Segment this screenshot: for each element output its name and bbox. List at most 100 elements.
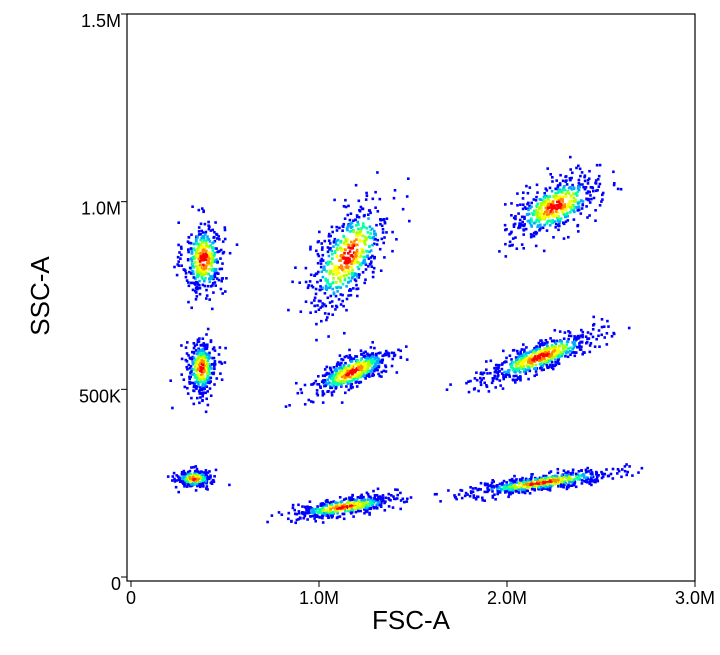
data-point — [542, 212, 546, 216]
data-point — [519, 375, 522, 378]
data-point — [542, 216, 546, 220]
data-point — [330, 391, 334, 394]
data-point — [490, 485, 494, 489]
data-point — [363, 241, 366, 244]
data-point — [351, 255, 355, 259]
data-point — [376, 171, 379, 174]
data-point — [526, 356, 530, 360]
data-point — [543, 352, 546, 356]
data-point — [221, 262, 224, 265]
data-point — [192, 346, 196, 350]
data-point — [340, 503, 343, 507]
data-point — [348, 354, 352, 357]
data-point — [295, 512, 298, 516]
data-point — [383, 236, 386, 239]
data-point — [365, 237, 368, 240]
data-point — [517, 488, 521, 492]
data-point — [373, 255, 376, 259]
data-point — [392, 495, 395, 498]
data-point — [350, 504, 354, 507]
data-point — [342, 274, 346, 277]
data-point — [560, 483, 563, 486]
data-point — [210, 277, 213, 280]
data-point — [204, 345, 207, 348]
data-point — [516, 352, 520, 355]
data-point — [307, 509, 310, 513]
data-point — [319, 259, 322, 262]
data-point — [593, 345, 597, 348]
data-point — [314, 510, 318, 513]
data-point — [588, 190, 591, 194]
data-point — [211, 246, 215, 249]
data-point — [556, 471, 560, 475]
data-point — [194, 264, 198, 268]
data-point — [554, 345, 557, 348]
data-point — [533, 367, 536, 370]
data-point — [371, 275, 375, 279]
data-point — [600, 318, 604, 321]
data-point — [495, 363, 498, 367]
data-point — [338, 354, 342, 357]
data-point — [197, 349, 200, 352]
data-point — [338, 259, 341, 262]
data-point — [499, 384, 502, 387]
data-point — [198, 273, 202, 276]
data-point — [514, 368, 517, 371]
data-point — [368, 225, 372, 228]
data-point — [373, 365, 376, 368]
data-point — [371, 366, 374, 370]
data-point — [316, 280, 319, 284]
data-point — [403, 500, 406, 504]
data-point — [579, 334, 582, 338]
data-point — [205, 385, 209, 388]
data-point — [191, 362, 195, 366]
data-point — [189, 365, 193, 368]
data-point — [560, 210, 564, 213]
data-point — [609, 472, 613, 476]
data-point — [555, 339, 558, 343]
data-point — [175, 479, 178, 482]
data-point — [623, 469, 627, 473]
data-point — [492, 480, 495, 483]
data-point — [543, 347, 546, 350]
data-point — [378, 501, 381, 504]
data-point — [352, 219, 355, 222]
data-point — [544, 476, 547, 480]
data-point — [573, 354, 577, 358]
data-point — [545, 204, 549, 207]
data-point — [336, 269, 340, 272]
data-point — [391, 230, 394, 234]
data-point — [597, 334, 600, 338]
data-point — [539, 350, 543, 353]
data-point — [349, 386, 353, 390]
data-point — [515, 487, 518, 491]
data-point — [534, 363, 538, 367]
data-point — [280, 513, 284, 516]
data-point — [580, 345, 583, 349]
data-point — [515, 358, 518, 361]
data-point — [481, 498, 484, 502]
data-point — [555, 194, 558, 197]
data-point — [347, 204, 350, 208]
data-point — [367, 213, 370, 216]
data-point — [173, 265, 176, 269]
data-point — [203, 222, 207, 226]
data-point — [535, 218, 539, 221]
data-point — [546, 341, 549, 344]
data-point — [359, 502, 362, 505]
data-point — [352, 357, 356, 360]
data-point — [390, 351, 394, 355]
data-point — [530, 201, 533, 205]
data-point — [573, 200, 577, 203]
data-point — [208, 378, 211, 381]
data-point — [539, 223, 542, 227]
data-point — [266, 520, 269, 524]
data-point — [329, 384, 332, 388]
data-point — [536, 191, 539, 194]
data-point — [350, 262, 353, 265]
data-point — [595, 163, 599, 167]
population-P1 — [173, 205, 239, 311]
data-point — [390, 494, 393, 497]
data-point — [543, 196, 547, 199]
data-point — [346, 225, 350, 229]
